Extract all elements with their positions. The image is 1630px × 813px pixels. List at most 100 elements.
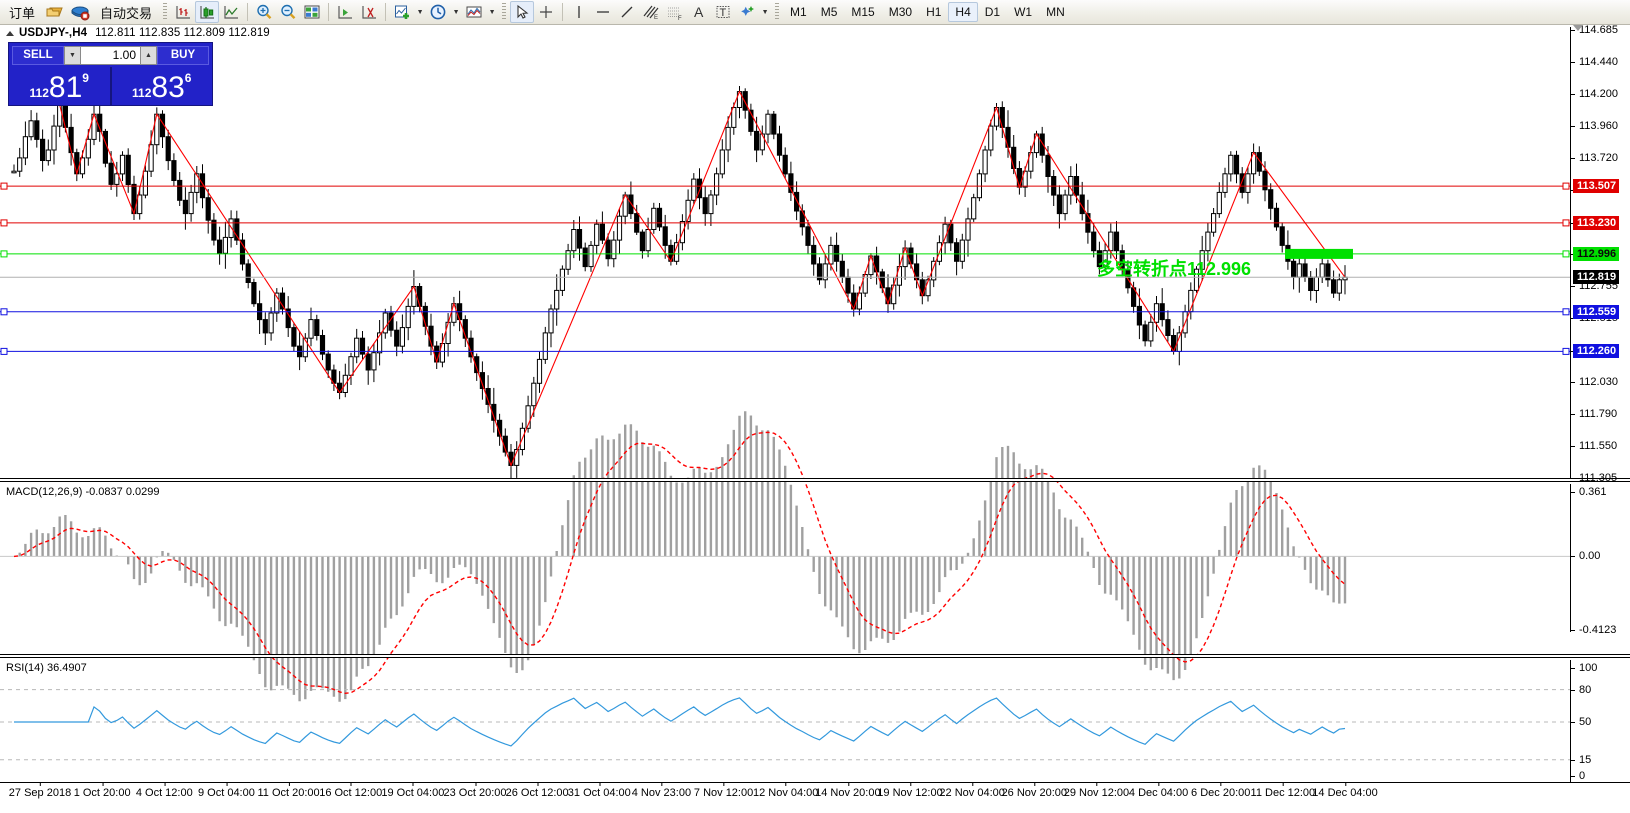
toolbar-separator-3 — [385, 3, 387, 21]
order-icon[interactable]: 订单 — [2, 1, 42, 24]
sell-price-display[interactable]: 112 81 9 — [9, 67, 110, 105]
time-tick: 1 Oct 20:00 — [73, 782, 131, 799]
macd-scale[interactable]: 0.361 0.00 -0.4123 — [1570, 484, 1630, 636]
time-tick: 22 Nov 04:00 — [939, 782, 1005, 799]
symbol-name: USDJPY-,H4 — [19, 27, 88, 39]
equidistant-channel-icon[interactable]: E — [639, 1, 663, 23]
text-label-icon[interactable]: T — [711, 1, 735, 23]
time-tick: 11 Oct 20:00 — [257, 782, 320, 799]
macd-tick: 0.00 — [1571, 550, 1600, 562]
period-dropdown-arrow-icon[interactable]: ▼ — [452, 8, 460, 16]
price-tick: 111.790 — [1571, 408, 1617, 420]
time-tick: 26 Nov 20:00 — [1001, 782, 1067, 799]
horizontal-line-icon[interactable] — [591, 1, 615, 23]
timeframe-m5[interactable]: M5 — [820, 5, 838, 19]
time-tick: 6 Dec 20:00 — [1191, 782, 1251, 799]
toolbar-autotrade-label: 自动交易 — [100, 5, 153, 21]
price-scale[interactable]: 114.685114.440114.200113.960113.720113.4… — [1570, 24, 1630, 484]
indicators-dropdown-arrow-icon[interactable]: ▼ — [416, 8, 424, 16]
trendline-icon[interactable] — [615, 1, 639, 23]
time-tick: 4 Dec 04:00 — [1128, 782, 1189, 799]
collapse-triangle-icon[interactable] — [6, 30, 14, 36]
toolbar-grip-1[interactable] — [163, 3, 168, 21]
shapes-dropdown-arrow-icon[interactable]: ▼ — [761, 8, 769, 16]
time-tick: 31 Oct 04:00 — [567, 782, 631, 799]
time-tick: 9 Oct 04:00 — [197, 782, 255, 799]
timeframe-m30[interactable]: M30 — [888, 5, 913, 19]
chart-canvas[interactable] — [0, 0, 1570, 782]
timeframe-w1[interactable]: W1 — [1014, 5, 1033, 19]
zoom-in-icon[interactable] — [252, 1, 276, 23]
scroll-marker-icon[interactable] — [1573, 25, 1583, 31]
rsi-series — [0, 689, 1570, 761]
chart-annotation-text[interactable]: 多空转折点112.996 — [1097, 259, 1252, 279]
toolbar-order-label: 订单 — [9, 5, 36, 21]
price-tick: 114.440 — [1571, 56, 1618, 68]
toolbar-grip-2[interactable] — [502, 3, 507, 21]
period-icon[interactable] — [426, 1, 450, 23]
zoom-out-icon[interactable] — [276, 1, 300, 23]
crosshair-icon[interactable] — [534, 1, 558, 23]
pivot-highlight-box — [1285, 248, 1353, 259]
pane-separator-rsi[interactable] — [0, 654, 1630, 658]
chart-shift-icon[interactable] — [333, 1, 357, 23]
zigzag-indicator — [59, 90, 1346, 467]
volume-decrement-button[interactable]: ▼ — [64, 45, 81, 65]
svg-text:F: F — [678, 16, 682, 21]
price-tag-support[interactable]: 112.559 — [1573, 304, 1620, 319]
buy-button[interactable]: BUY — [157, 45, 209, 65]
one-click-trading-panel[interactable]: SELL ▼ 1.00 ▲ BUY 112 81 9 112 83 6 — [8, 42, 213, 106]
timeframe-m15[interactable]: M15 — [851, 5, 875, 19]
time-tick: 26 Oct 12:00 — [505, 782, 569, 799]
auto-scroll-icon[interactable] — [357, 1, 381, 23]
vertical-line-icon[interactable] — [567, 1, 591, 23]
buy-price-big: 112 — [132, 86, 152, 100]
bar-chart-icon[interactable] — [171, 1, 195, 23]
timeframe-d1[interactable]: D1 — [984, 5, 1001, 19]
buy-price-display[interactable]: 112 83 6 — [109, 67, 213, 105]
time-tick: 4 Oct 12:00 — [135, 782, 193, 799]
price-tick: 111.305 — [1571, 472, 1617, 484]
tile-windows-icon[interactable] — [300, 1, 324, 23]
rsi-tick: 50 — [1571, 716, 1591, 728]
time-scale[interactable]: 27 Sep 2018 1 Oct 20:00 4 Oct 12:00 9 Oct 0… — [0, 782, 1630, 813]
time-tick: 4 Nov 23:00 — [631, 782, 692, 799]
folder-icon[interactable] — [42, 1, 67, 24]
time-tick: 7 Nov 12:00 — [693, 782, 754, 799]
timeframe-h4[interactable]: H4 — [948, 2, 978, 22]
rsi-tick: 0 — [1571, 770, 1585, 782]
cursor-icon[interactable] — [510, 1, 535, 23]
volume-increment-button[interactable]: ▲ — [140, 45, 157, 65]
timeframe-m1[interactable]: M1 — [790, 5, 807, 19]
indicators-icon[interactable] — [390, 1, 414, 23]
price-tag-support[interactable]: 112.260 — [1573, 344, 1620, 359]
volume-input[interactable]: 1.00 — [81, 45, 140, 65]
candlestick-chart-icon[interactable] — [195, 1, 220, 23]
fibonacci-icon[interactable]: F — [663, 1, 687, 23]
price-tag-current[interactable]: 112.819 — [1573, 270, 1620, 285]
toolbar-grip-3[interactable] — [775, 3, 780, 21]
buy-price-mid: 83 — [151, 71, 185, 104]
sell-price-point: 9 — [82, 71, 89, 85]
rsi-scale[interactable]: 100 80 50 15 0 — [1570, 660, 1630, 782]
price-tick: 112.030 — [1571, 376, 1618, 388]
templates-icon[interactable] — [462, 1, 486, 23]
pane-separator-macd[interactable] — [0, 478, 1630, 482]
templates-dropdown-arrow-icon[interactable]: ▼ — [488, 8, 496, 16]
text-icon[interactable]: A — [687, 1, 711, 23]
toolbar-autotrade-button[interactable]: 自动交易 — [93, 1, 159, 24]
sell-price-mid: 81 — [48, 71, 83, 104]
price-tag-resistance[interactable]: 113.507 — [1573, 179, 1620, 194]
expert-advisor-icon[interactable] — [67, 1, 93, 24]
rsi-tick: 80 — [1571, 684, 1591, 696]
price-tick: 111.550 — [1571, 440, 1617, 452]
price-tag-resistance[interactable]: 113.230 — [1573, 215, 1620, 230]
sell-button[interactable]: SELL — [12, 45, 64, 65]
shapes-icon[interactable] — [735, 1, 759, 23]
one-click-prices: 112 81 9 112 83 6 — [9, 67, 212, 105]
line-chart-icon[interactable] — [219, 1, 243, 23]
time-tick: 19 Nov 12:00 — [877, 782, 943, 799]
timeframe-h1[interactable]: H1 — [926, 5, 942, 19]
price-tag-pivot[interactable]: 112.996 — [1573, 246, 1620, 261]
timeframe-mn[interactable]: MN — [1046, 5, 1065, 19]
